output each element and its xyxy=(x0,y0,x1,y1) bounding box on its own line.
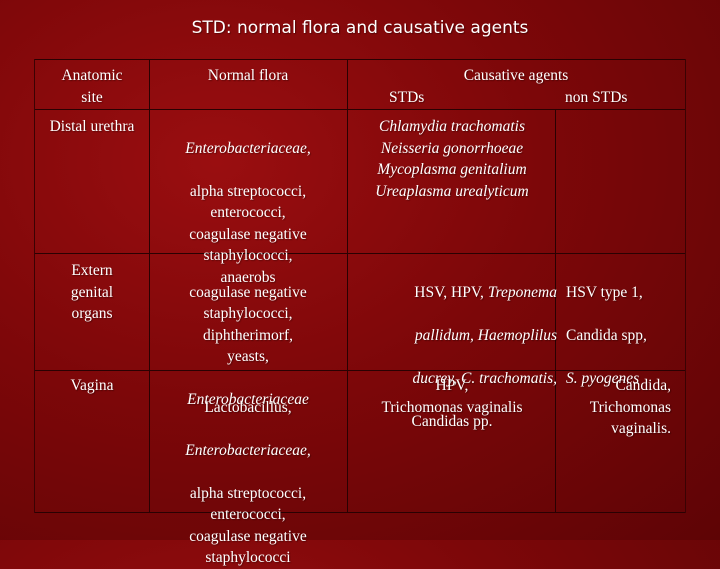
flora-table: Anatomic site Normal flora Causative age… xyxy=(34,59,686,566)
site-distal-urethra: Distal urethra xyxy=(49,118,135,135)
stds-line: Candidas pp. xyxy=(411,412,493,430)
column-divider xyxy=(347,59,348,513)
stds-line: pallidum, Haemoplilus xyxy=(414,326,557,344)
header-stds: STDs xyxy=(389,89,425,106)
header-non-stds: non STDs xyxy=(565,89,628,106)
table-border-bottom xyxy=(35,512,685,513)
flora-items: alpha streptococci, enterococci, coagula… xyxy=(189,182,307,286)
header-normal-flora: Normal flora xyxy=(207,67,289,84)
table-border-top xyxy=(35,59,685,60)
non-stds-extern-genital-organs: HSV type 1, Candida spp, S. pyogenes xyxy=(566,260,684,411)
site-vagina: Vagina xyxy=(70,377,114,394)
flora-items: alpha streptococci, enterococci, coagula… xyxy=(189,484,307,567)
flora-items: coagulase negative staphylococci, diphth… xyxy=(189,283,307,366)
stds-distal-urethra: Chlamydia trachomatis Neisseria gonorrho… xyxy=(375,118,529,200)
stds-line: ducrey, C. trachomatis, xyxy=(412,369,557,387)
row-divider xyxy=(35,109,685,110)
header-anatomic-site: Anatomic site xyxy=(61,67,123,106)
flora-item: Lactobacillus, xyxy=(204,398,292,416)
flora-vagina: Lactobacillus, Enterobacteriaceae, alpha… xyxy=(149,375,347,569)
stds-line: HSV, HPV, Treponema xyxy=(347,282,557,304)
non-stds-line: S. pyogenes xyxy=(566,369,640,387)
row-divider xyxy=(35,253,685,254)
row-divider xyxy=(35,370,685,371)
site-extern-genital-organs: Extern genital organs xyxy=(70,262,114,322)
flora-extern-genital-organs: coagulase negative staphylococci, diphth… xyxy=(149,260,347,411)
stds-extern-genital-organs: HSV, HPV, Treponema pallidum, Haemoplilu… xyxy=(347,260,557,454)
column-divider xyxy=(555,109,556,513)
stds-text: HSV, HPV, xyxy=(414,283,488,301)
column-divider xyxy=(149,59,150,513)
non-stds-line: HSV type 1, xyxy=(566,283,643,301)
non-stds-vagina: Candida, Trichomonas vaginalis. xyxy=(589,377,671,437)
header-causative-agents: Causative agents xyxy=(463,67,569,84)
stds-vagina: HPV, Trichomonas vaginalis xyxy=(381,377,523,416)
flora-distal-urethra: Enterobacteriaceae, alpha streptococci, … xyxy=(149,116,347,288)
flora-italic-item: Enterobacteriaceae, xyxy=(185,441,311,459)
stds-italic-text: Treponema xyxy=(487,283,557,301)
flora-italic-item: Enterobacteriaceae xyxy=(187,391,309,408)
non-stds-line: Candida spp, xyxy=(566,326,647,344)
page-title: STD: normal flora and causative agents xyxy=(191,18,529,38)
flora-italic-item: Enterobacteriaceae, xyxy=(185,139,311,157)
